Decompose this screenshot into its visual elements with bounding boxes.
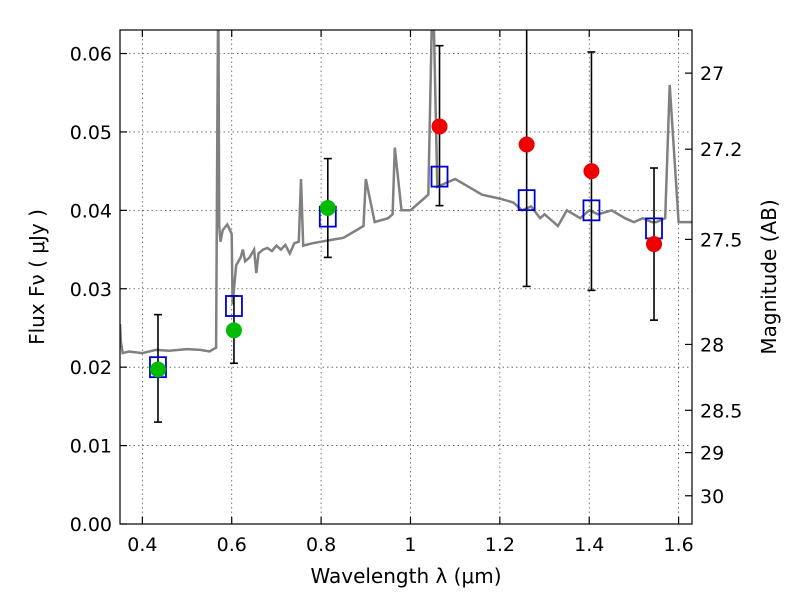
- model-flux-point: [149, 361, 166, 378]
- x-tick-label: 0.4: [127, 534, 157, 556]
- y2-tick-label: 30: [700, 486, 724, 508]
- y-tick-label: 0.01: [70, 436, 112, 458]
- model-flux-point: [431, 118, 448, 135]
- measured-flux-square: [225, 295, 243, 317]
- model-spectrum-line: [120, 30, 692, 355]
- marker-layer: [149, 118, 663, 379]
- spectrum-layer: [120, 30, 692, 355]
- y2-tick-label: 28.5: [700, 400, 742, 422]
- x-axis-label: Wavelength λ (μm): [310, 564, 501, 588]
- y2-tick-label: 27: [700, 63, 724, 85]
- model-flux-point: [583, 163, 600, 180]
- model-flux-point: [646, 236, 663, 253]
- y2-axis-label: Magnitude (AB): [757, 199, 781, 354]
- x-tick-label: 0.6: [217, 534, 247, 556]
- errorbar-layer: [153, 30, 659, 423]
- y-tick-label: 0.00: [70, 514, 112, 536]
- model-flux-point: [518, 136, 535, 153]
- x-tick-label: 1.6: [663, 534, 693, 556]
- y2-tick-label: 27.2: [700, 139, 742, 161]
- y-tick-label: 0.04: [70, 200, 112, 222]
- y-tick-label: 0.05: [70, 122, 112, 144]
- x-tick-label: 1.4: [574, 534, 604, 556]
- x-tick-label: 0.8: [306, 534, 336, 556]
- model-flux-point: [319, 199, 336, 216]
- model-flux-point: [225, 322, 242, 339]
- measured-flux-square: [517, 189, 536, 212]
- y2-tick-label: 29: [700, 443, 724, 465]
- y-tick-label: 0.03: [70, 279, 112, 301]
- tick-layer: 0.4 0.6 0.8 1 1.2 1.4 1.6 0.00 0.01 0.02 0.03 0.04 0…: [70, 30, 742, 556]
- y-tick-label: 0.06: [70, 44, 112, 66]
- y2-tick-label: 27.5: [700, 229, 742, 251]
- y2-tick-label: 28: [700, 334, 724, 356]
- grid-layer: [120, 30, 692, 525]
- measured-flux-square: [430, 165, 449, 188]
- y-tick-label: 0.02: [70, 357, 112, 379]
- measured-flux-square: [582, 199, 601, 222]
- x-tick-label: 1.2: [485, 534, 515, 556]
- x-tick-label: 1: [404, 534, 416, 556]
- y-axis-label: Flux Fν ( μJy ): [25, 209, 49, 345]
- plot-frame: [119, 29, 693, 525]
